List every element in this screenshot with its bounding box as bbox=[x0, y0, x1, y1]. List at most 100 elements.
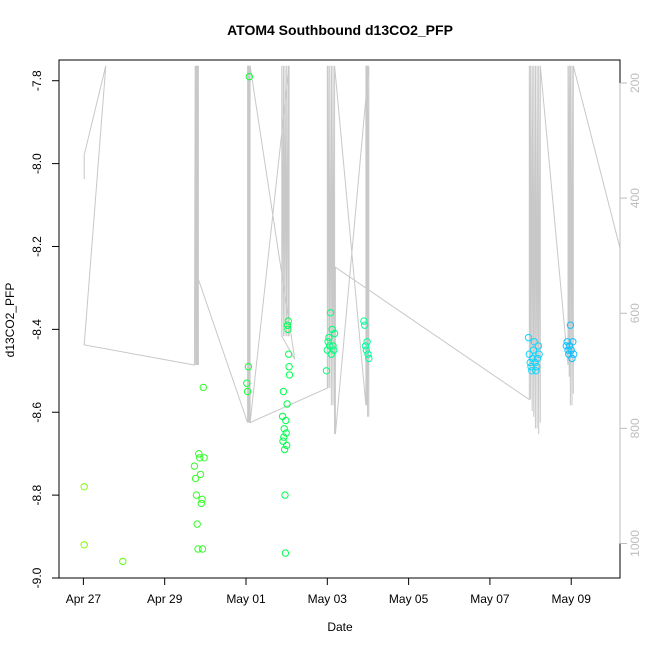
data-point bbox=[330, 346, 338, 354]
data-point bbox=[280, 433, 288, 441]
data-point bbox=[198, 545, 207, 553]
data-point bbox=[363, 338, 371, 346]
data-point bbox=[245, 72, 254, 81]
data-point bbox=[326, 309, 335, 317]
x-tick-label: May 03 bbox=[308, 592, 348, 606]
data-point bbox=[197, 499, 206, 508]
y2-tick-label: 600 bbox=[628, 303, 642, 323]
data-point bbox=[325, 333, 333, 342]
data-point bbox=[280, 425, 288, 433]
points-layer bbox=[80, 72, 578, 566]
y2-tick-label: 200 bbox=[628, 73, 642, 93]
data-point bbox=[361, 342, 370, 350]
data-point bbox=[330, 329, 339, 338]
data-point bbox=[570, 350, 578, 358]
data-point bbox=[190, 462, 199, 470]
data-point bbox=[198, 495, 206, 503]
data-point bbox=[243, 379, 251, 387]
data-point bbox=[534, 342, 542, 350]
x-tick-label: May 05 bbox=[389, 592, 429, 606]
data-point bbox=[284, 325, 292, 334]
data-point bbox=[80, 541, 88, 549]
data-point bbox=[563, 338, 571, 346]
data-point bbox=[243, 387, 252, 396]
data-point bbox=[524, 333, 533, 342]
data-point bbox=[284, 317, 292, 325]
y2-tick-label: 400 bbox=[628, 188, 642, 208]
data-point bbox=[196, 454, 204, 462]
data-point bbox=[193, 520, 201, 528]
data-point bbox=[324, 338, 332, 346]
y-tick-label: -8.0 bbox=[30, 153, 44, 174]
x-tick-label: May 09 bbox=[552, 592, 592, 606]
data-point bbox=[327, 350, 336, 358]
data-point bbox=[360, 317, 368, 325]
x-axis-label: Date bbox=[327, 620, 353, 634]
y-tick-label: -7.8 bbox=[30, 70, 44, 91]
y-axis-label: d13CO2_PFP bbox=[3, 283, 17, 358]
data-point bbox=[119, 557, 127, 566]
data-point bbox=[566, 321, 575, 329]
data-point bbox=[533, 354, 542, 363]
data-point bbox=[535, 350, 543, 358]
y-tick-label: -8.6 bbox=[30, 402, 44, 423]
data-point bbox=[568, 354, 576, 363]
data-point bbox=[191, 474, 200, 483]
data-point bbox=[329, 342, 337, 350]
data-point bbox=[195, 450, 203, 458]
data-point bbox=[281, 491, 289, 499]
data-point bbox=[282, 416, 290, 425]
pressure-line-layer bbox=[83, 65, 620, 435]
data-point bbox=[362, 346, 370, 354]
data-point bbox=[283, 321, 292, 329]
data-point bbox=[527, 363, 535, 371]
data-point bbox=[529, 346, 538, 354]
data-point bbox=[80, 483, 88, 491]
data-point bbox=[528, 367, 536, 375]
y2-tick-label: 1000 bbox=[628, 530, 642, 557]
data-point bbox=[528, 354, 537, 363]
data-point bbox=[244, 363, 253, 371]
data-point bbox=[192, 491, 201, 499]
data-point bbox=[530, 338, 538, 346]
data-point bbox=[562, 342, 570, 350]
axes-layer: Apr 27 Apr 29 May 01 May 03 May 05 May 07 May … bbox=[30, 59, 621, 606]
data-point bbox=[280, 445, 289, 454]
data-point bbox=[365, 354, 373, 363]
x-tick-label: May 01 bbox=[226, 592, 266, 606]
x-tick-label: Apr 29 bbox=[147, 592, 183, 606]
data-point bbox=[285, 363, 293, 371]
data-point bbox=[279, 387, 288, 396]
x-tick-label: May 07 bbox=[470, 592, 510, 606]
y-tick-label: -8.8 bbox=[30, 484, 44, 505]
data-point bbox=[279, 437, 287, 445]
data-point bbox=[526, 358, 534, 367]
x-tick-label: Apr 27 bbox=[66, 592, 102, 606]
data-point bbox=[533, 363, 541, 371]
right-axis-layer: 200 400 600 800 1000 bbox=[619, 73, 642, 557]
data-point bbox=[531, 358, 539, 367]
data-point bbox=[200, 454, 208, 462]
data-point bbox=[326, 342, 334, 350]
data-point bbox=[281, 549, 290, 557]
data-point bbox=[199, 383, 208, 392]
y-tick-label: -8.2 bbox=[30, 236, 44, 257]
data-point bbox=[194, 545, 202, 553]
data-point bbox=[564, 346, 572, 354]
data-point bbox=[283, 400, 291, 408]
chart-title: ATOM4 Southbound d13CO2_PFP bbox=[227, 22, 453, 38]
y2-tick-label: 800 bbox=[628, 418, 642, 438]
data-point bbox=[364, 350, 372, 358]
data-point bbox=[322, 367, 331, 375]
data-point bbox=[285, 371, 294, 379]
y-tick-label: -8.4 bbox=[30, 319, 44, 340]
data-point bbox=[361, 321, 369, 329]
data-point bbox=[532, 367, 540, 375]
data-point bbox=[196, 470, 205, 479]
pressure-line bbox=[83, 65, 620, 435]
data-point bbox=[285, 350, 293, 358]
data-point bbox=[567, 346, 575, 354]
data-point bbox=[283, 441, 291, 450]
